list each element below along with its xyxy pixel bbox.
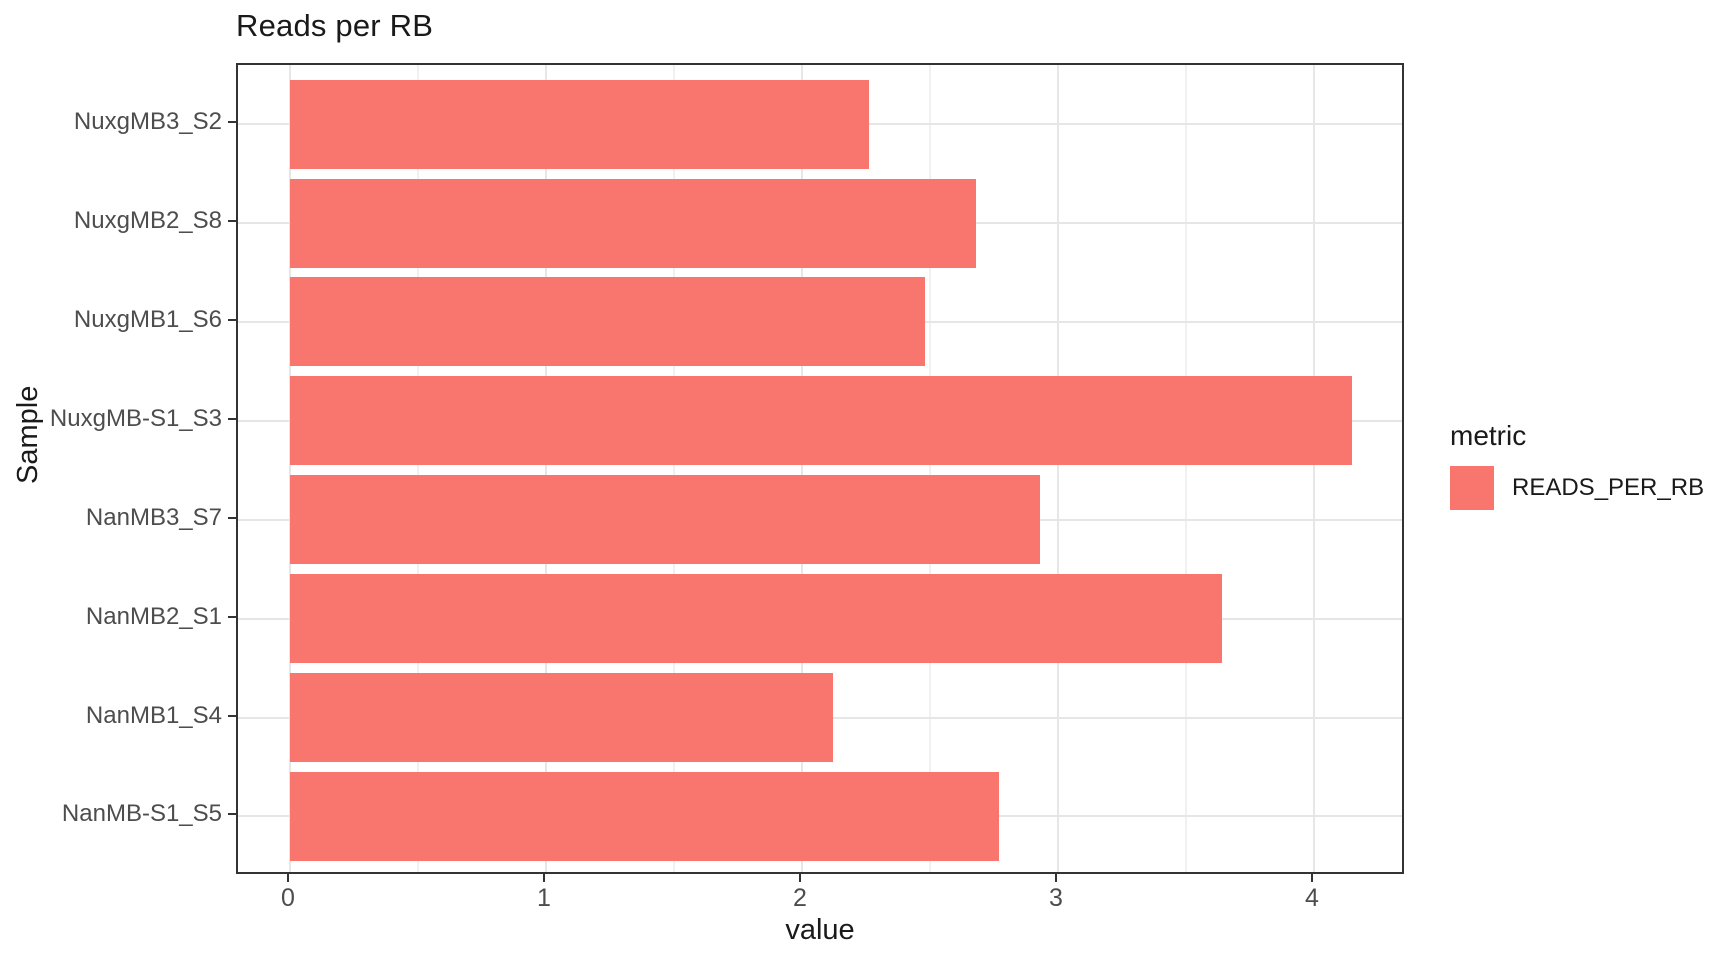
x-axis-tick — [1311, 874, 1313, 882]
bar-NuxgMB-S1_S3 — [290, 376, 1353, 466]
legend-entry-label: READS_PER_RB — [1512, 474, 1705, 501]
gridline-major — [545, 65, 547, 872]
gridline-major — [289, 65, 291, 872]
gridline-minor — [929, 65, 931, 872]
bar-NuxgMB3_S2 — [290, 79, 869, 169]
y-tick-label: NanMB1_S4 — [85, 701, 222, 729]
x-tick-label: 0 — [281, 884, 295, 912]
gridline-minor — [673, 65, 675, 872]
x-tick-label: 4 — [1305, 884, 1319, 912]
legend-color-swatch — [1450, 466, 1494, 510]
x-axis-title: value — [785, 914, 855, 946]
x-axis-tick — [799, 874, 801, 882]
y-tick-label: NanMB2_S1 — [85, 602, 222, 630]
y-tick-label: NuxgMB3_S2 — [73, 108, 222, 136]
x-tick-label: 3 — [1049, 884, 1063, 912]
y-axis-tick — [228, 615, 236, 618]
y-tick-label: NanMB-S1_S5 — [61, 800, 222, 828]
y-axis-tick — [228, 417, 236, 420]
bar-NanMB2_S1 — [290, 574, 1222, 664]
bar-NanMB3_S7 — [290, 475, 1041, 565]
y-axis-tick — [228, 318, 236, 321]
y-tick-label: NuxgMB1_S6 — [73, 305, 222, 333]
y-tick-label: NuxgMB-S1_S3 — [49, 404, 222, 432]
x-axis-tick — [287, 874, 289, 882]
y-axis-tick — [228, 121, 236, 124]
gridline-minor — [417, 65, 419, 872]
legend-entry: READS_PER_RB — [1450, 466, 1704, 510]
gridline-major — [801, 65, 803, 872]
plot-panel — [236, 63, 1404, 874]
x-axis-tick — [543, 874, 545, 882]
y-tick-label: NanMB3_S7 — [85, 503, 222, 531]
bar-NanMB-S1_S5 — [290, 771, 1000, 861]
y-axis-tick — [228, 220, 236, 222]
y-tick-label: NuxgMB2_S8 — [73, 207, 222, 234]
gridline-major — [1057, 65, 1059, 872]
legend: metric READS_PER_RB — [1450, 420, 1704, 510]
x-tick-label: 2 — [793, 884, 807, 912]
gridline-minor — [1185, 65, 1187, 872]
chart-title: Reads per RB — [236, 8, 434, 43]
y-axis-tick — [228, 813, 236, 816]
x-tick-label: 1 — [537, 884, 551, 912]
bar-NuxgMB2_S8 — [290, 178, 977, 268]
y-axis-tick — [228, 714, 236, 717]
bar-NuxgMB1_S6 — [290, 277, 925, 367]
gridline-major — [1313, 65, 1315, 872]
x-axis-tick — [1055, 874, 1057, 882]
legend-title: metric — [1450, 420, 1527, 451]
y-axis-tick — [228, 516, 236, 519]
y-axis-title: Sample — [12, 385, 44, 484]
bar-NanMB1_S4 — [290, 673, 833, 762]
